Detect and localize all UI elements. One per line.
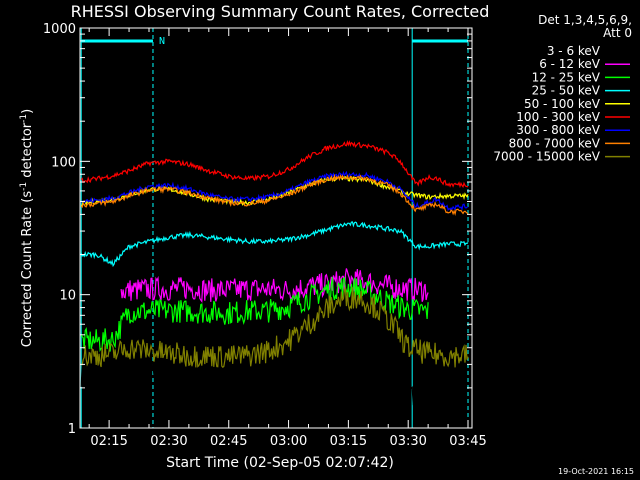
plot-data-layer: N (80, 28, 469, 428)
y-tick-label: 10 (59, 289, 76, 304)
legend-label: 100 - 300 keV (516, 110, 600, 124)
series-line-3 (80, 221, 469, 268)
legend-label: 25 - 50 keV (532, 84, 601, 98)
y-axis-label-main: Corrected Count Rate (s (20, 191, 35, 348)
legend-header-detectors: Det 1,3,4,5,6,9, (538, 13, 632, 27)
legend-header-attenuator: Att 0 (603, 26, 632, 40)
legend-label: 50 - 100 keV (524, 97, 601, 111)
x-tick-label: 03:00 (270, 434, 307, 449)
series-line-2 (80, 276, 429, 353)
timestamp: 19-Oct-2021 16:15 (558, 467, 634, 476)
legend-label: 300 - 800 keV (516, 123, 600, 137)
legend-label: 800 - 7000 keV (509, 136, 601, 150)
y-tick-label: 1 (68, 422, 76, 437)
x-tick-label: 03:30 (389, 434, 426, 449)
night-flag-label: N (159, 36, 165, 47)
series-line-5 (80, 139, 469, 189)
x-tick-label: 02:45 (210, 434, 247, 449)
series-line-7 (80, 173, 469, 217)
x-tick-label: 03:45 (449, 434, 486, 449)
plot-frame (79, 27, 473, 429)
y-axis-label-sup2: -1 (19, 114, 29, 123)
legend-label: 3 - 6 keV (547, 44, 601, 58)
y-axis-label-mid: detector (20, 122, 35, 182)
legend-label: 7000 - 15000 keV (493, 150, 600, 164)
x-tick-label: 03:15 (330, 434, 367, 449)
x-axis-label: Start Time (02-Sep-05 02:07:42) (166, 455, 394, 471)
y-axis-label-sup1: -1 (19, 182, 29, 191)
series-line-8 (81, 287, 469, 368)
y-tick-label: 1000 (43, 22, 76, 37)
series-line-0 (80, 319, 425, 428)
legend-label: 12 - 25 keV (532, 70, 601, 84)
y-tick-label: 100 (51, 155, 76, 170)
series-line-1 (120, 268, 429, 304)
legend-label: 6 - 12 keV (539, 57, 601, 71)
x-tick-label: 02:30 (150, 434, 187, 449)
x-tick-label: 02:15 (90, 434, 127, 449)
chart-title: RHESSI Observing Summary Count Rates, Co… (71, 2, 490, 21)
axis-ticks: 1 10 100 1000 02:15 02:30 02:45 03:00 03:15 03:30… (43, 22, 487, 449)
y-axis-label: Corrected Count Rate (s-1 detector-1) (19, 109, 35, 347)
y-axis-label-end: ) (20, 109, 35, 114)
